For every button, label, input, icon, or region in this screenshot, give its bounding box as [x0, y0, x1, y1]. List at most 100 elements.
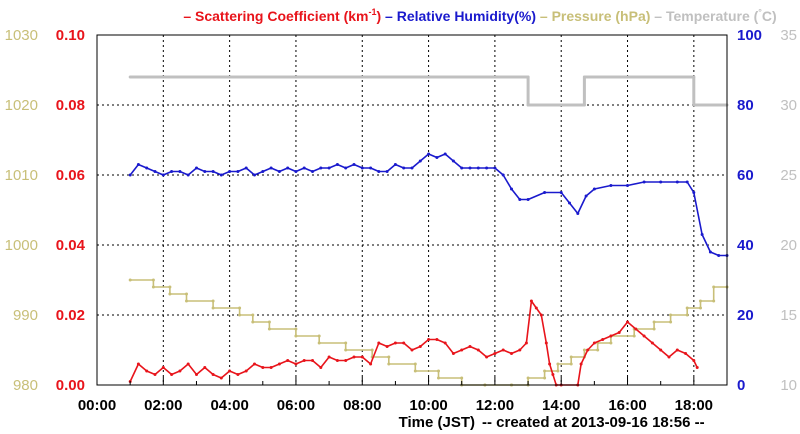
- humidity-tick-label: 100: [737, 27, 762, 44]
- humidity-point: [360, 166, 364, 170]
- scattering-point: [551, 373, 555, 376]
- scattering-point: [277, 362, 281, 366]
- legend-superscript: -1: [368, 7, 376, 17]
- scattering-point: [219, 376, 223, 380]
- humidity-point: [369, 166, 373, 170]
- humidity-point: [195, 166, 198, 170]
- humidity-point: [418, 159, 422, 163]
- humidity-point: [592, 187, 596, 191]
- humidity-point: [518, 198, 522, 201]
- pressure-tick-label: 1010: [5, 167, 38, 184]
- temperature-point: [582, 103, 586, 107]
- humidity-point: [128, 173, 132, 177]
- humidity-point: [685, 180, 689, 184]
- humidity-point: [708, 250, 712, 254]
- pressure-point: [543, 376, 547, 380]
- pressure-point: [437, 369, 440, 373]
- humidity-point: [277, 170, 281, 173]
- humidity-point: [468, 166, 472, 170]
- pressure-point: [413, 362, 417, 366]
- humidity-tick-label: 80: [737, 97, 754, 114]
- pressure-tick-label: 980: [13, 377, 38, 394]
- scattering-tick-label: 0.08: [56, 97, 85, 114]
- legend-item-1: – Relative Humidity(%): [381, 8, 536, 24]
- humidity-point: [236, 170, 240, 173]
- scattering-point: [501, 348, 505, 352]
- legend-item-3: – Temperature (: [650, 8, 758, 24]
- scattering-point: [311, 359, 314, 362]
- scattering-point: [544, 341, 548, 345]
- scattering-point: [153, 373, 157, 376]
- humidity-point: [286, 166, 290, 170]
- x-tick-label: 14:00: [542, 397, 580, 414]
- humidity-point: [228, 170, 232, 173]
- humidity-tick-label: 20: [737, 307, 754, 324]
- temperature-point: [526, 103, 530, 107]
- temperature-tick-label: 35: [780, 27, 797, 44]
- scattering-point: [692, 359, 696, 362]
- scattering-point: [539, 313, 543, 317]
- x-tick-label: 08:00: [343, 397, 381, 414]
- humidity-point: [170, 170, 174, 173]
- scattering-point: [327, 355, 331, 359]
- pressure-point: [267, 320, 271, 324]
- time-axis: 00:00 02:00 04:00 06:00 08:00 10:00 12:00 14:00…: [78, 377, 728, 414]
- scattering-point: [369, 362, 373, 366]
- scattering-point: [667, 355, 671, 359]
- temperature-point: [692, 103, 696, 107]
- legend-item-2: – Pressure (hPa): [536, 8, 650, 24]
- humidity-point: [410, 166, 414, 170]
- humidity-point: [700, 233, 704, 236]
- pressure-point: [238, 306, 242, 310]
- humidity-point: [485, 166, 489, 170]
- humidity-point: [476, 166, 480, 170]
- pressure-point: [556, 369, 560, 373]
- legend-superscript: °: [758, 7, 762, 17]
- pressure-point: [632, 334, 636, 338]
- humidity-tick-label: 40: [737, 237, 754, 254]
- pressure-point: [413, 369, 417, 373]
- humidity-point: [493, 166, 497, 170]
- scattering-point: [510, 352, 513, 355]
- humidity-point: [435, 156, 439, 159]
- pressure-point: [460, 376, 464, 380]
- humidity-point: [335, 163, 339, 166]
- scattering-point: [170, 373, 174, 376]
- humidity-point: [244, 166, 248, 170]
- pressure-point: [699, 306, 702, 310]
- humidity-point: [675, 180, 679, 184]
- humidity-point: [145, 166, 149, 170]
- temperature-line: [130, 75, 727, 107]
- pressure-point: [543, 369, 547, 373]
- pressure-point: [569, 355, 573, 359]
- scattering-point: [435, 338, 439, 341]
- scattering-point: [377, 341, 381, 345]
- scattering-point: [485, 355, 489, 359]
- temperature-point: [128, 75, 132, 79]
- humidity-point: [427, 152, 431, 156]
- scattering-point: [601, 338, 605, 341]
- pressure-point: [387, 355, 391, 359]
- pressure-point: [669, 313, 673, 317]
- x-tick-label: 06:00: [277, 397, 315, 414]
- scattering-point: [211, 373, 215, 376]
- pressure-point: [211, 306, 215, 310]
- pressure-point: [185, 292, 188, 296]
- pressure-point: [317, 341, 321, 345]
- humidity-point: [253, 173, 256, 177]
- grid: [97, 35, 727, 385]
- scattering-point: [443, 341, 447, 345]
- pressure-point: [168, 285, 172, 289]
- humidity-point: [211, 170, 215, 173]
- humidity-point: [584, 194, 588, 198]
- legend-item-tail: ): [377, 8, 382, 24]
- temperature-point: [582, 75, 586, 79]
- pressure-point: [596, 348, 600, 352]
- scattering-point: [468, 345, 472, 348]
- pressure-point: [317, 334, 321, 338]
- pressure-point: [151, 278, 155, 282]
- humidity-point: [344, 166, 348, 170]
- pressure-point: [556, 362, 560, 366]
- humidity-point: [352, 163, 356, 166]
